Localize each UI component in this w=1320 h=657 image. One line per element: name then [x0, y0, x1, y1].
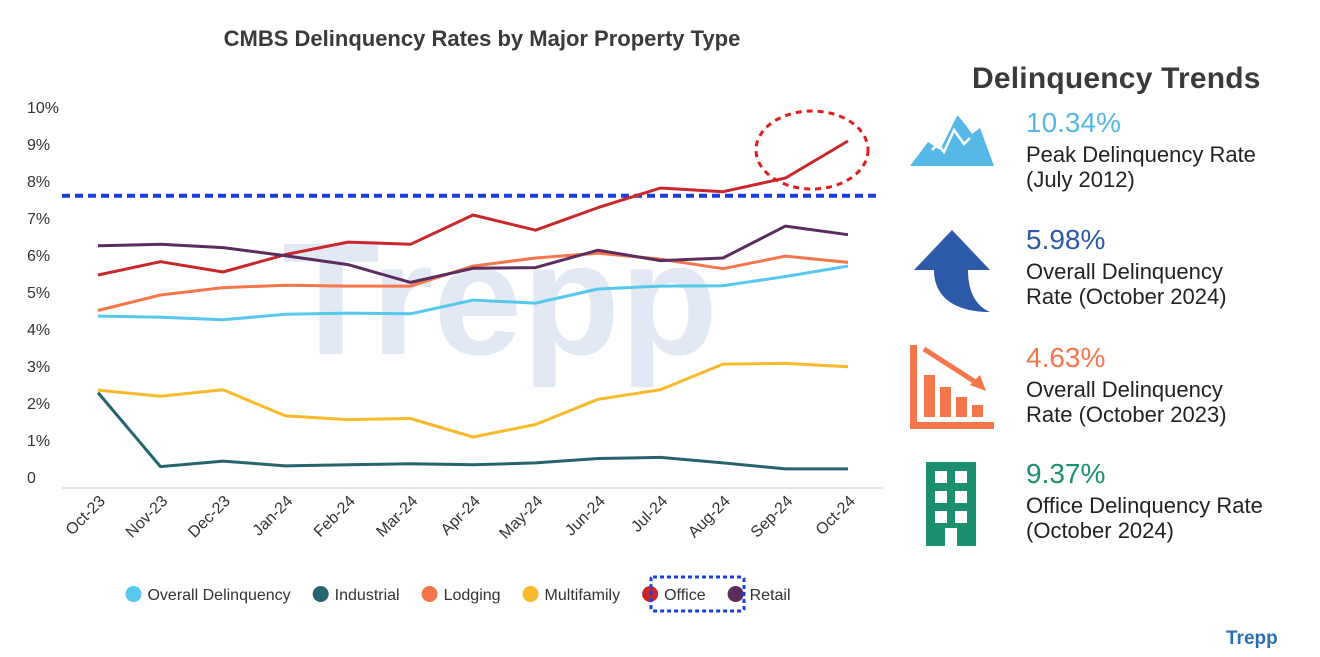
stat-value: 10.34%	[1026, 107, 1121, 138]
y-tick-label: 5%	[27, 285, 50, 302]
x-tick-label: Dec-23	[185, 493, 234, 542]
x-tick-label: Mar-24	[373, 493, 421, 541]
legend-marker	[421, 586, 438, 602]
legend-label: Office	[664, 587, 706, 604]
office-building-icon	[926, 462, 976, 546]
stat-label: Overall Delinquency Rate (October 2024)	[1026, 259, 1227, 309]
mountain-icon	[910, 112, 994, 166]
office-highlight-ellipse	[754, 109, 870, 191]
legend-label: Overall Delinquency	[147, 587, 290, 604]
x-tick-label: Jun-24	[562, 493, 609, 540]
office-legend-highlight-box	[649, 575, 746, 613]
x-tick-label: Aug-24	[685, 493, 734, 542]
stat-label: Office Delinquency Rate (October 2024)	[1026, 493, 1263, 543]
stat-office-delinquency: 9.37% Office Delinquency Rate (October 20…	[1026, 458, 1263, 543]
y-tick-label: 7%	[27, 211, 50, 228]
legend-label: Industrial	[335, 587, 400, 604]
panel-title: Delinquency Trends	[972, 62, 1261, 95]
y-tick-label: 2%	[27, 396, 50, 413]
stat-value: 9.37%	[1026, 458, 1106, 489]
stat-label: Peak Delinquency Rate (July 2012)	[1026, 142, 1256, 192]
legend-marker	[125, 586, 142, 602]
declining-bar-chart-icon	[910, 345, 994, 429]
x-tick-label: Nov-23	[123, 493, 172, 542]
brand-logo: Trepp	[1226, 628, 1278, 649]
x-tick-label: Jan-24	[250, 493, 297, 540]
series-line-office	[97, 139, 849, 277]
legend-marker	[727, 586, 744, 602]
stat-peak-delinquency: 10.34% Peak Delinquency Rate (July 2012)	[1026, 107, 1256, 192]
y-tick-label: 3%	[27, 359, 50, 376]
series-line-overall-delinquency	[97, 264, 849, 322]
y-tick-label: 10%	[27, 100, 59, 117]
stat-label: Overall Delinquency Rate (October 2023)	[1026, 377, 1227, 427]
series-line-retail	[97, 224, 849, 284]
y-tick-label: 9%	[27, 137, 50, 154]
series-line-lodging	[97, 251, 849, 312]
up-arrow-icon	[914, 230, 990, 312]
x-axis-ticks: Oct-23 Nov-23 Dec-23 Jan-24 Feb-24 Mar-24 Apr-…	[63, 493, 859, 543]
legend-marker	[312, 586, 329, 602]
legend-marker	[522, 586, 539, 602]
legend-label: Multifamily	[545, 587, 621, 604]
stat-value: 5.98%	[1026, 224, 1106, 255]
y-tick-label: 4%	[27, 322, 50, 339]
x-tick-label: May-24	[497, 493, 547, 543]
stat-overall-delinquency-2024: 5.98% Overall Delinquency Rate (October 2…	[1026, 224, 1227, 309]
x-tick-label: Oct-23	[63, 493, 109, 539]
stat-overall-delinquency-2023: 4.63% Overall Delinquency Rate (October 2…	[1026, 342, 1227, 427]
stat-value: 4.63%	[1026, 342, 1106, 373]
x-tick-label: Feb-24	[311, 493, 359, 541]
series-line-industrial	[96, 391, 848, 471]
watermark-text: Trepp	[282, 209, 718, 388]
chart-legend: Overall Delinquency Industrial Lodging Mult…	[125, 586, 791, 604]
y-tick-label: 0	[27, 470, 36, 487]
x-tick-label: Jul-24	[628, 493, 671, 536]
x-tick-label: Sep-24	[748, 493, 797, 542]
series-line-multifamily	[97, 361, 849, 439]
series-lines	[96, 139, 849, 471]
y-axis-ticks: 0 1% 2% 3% 4% 5% 6% 7% 8% 9% 10%	[27, 100, 59, 487]
x-tick-label: Apr-24	[438, 493, 484, 539]
legend-label: Retail	[750, 587, 791, 604]
y-tick-label: 8%	[27, 174, 50, 191]
y-tick-label: 1%	[27, 433, 50, 450]
y-tick-label: 6%	[27, 248, 50, 265]
chart-title: CMBS Delinquency Rates by Major Property…	[224, 26, 741, 51]
legend-label: Lodging	[444, 587, 501, 604]
x-tick-label: Oct-24	[813, 493, 859, 539]
